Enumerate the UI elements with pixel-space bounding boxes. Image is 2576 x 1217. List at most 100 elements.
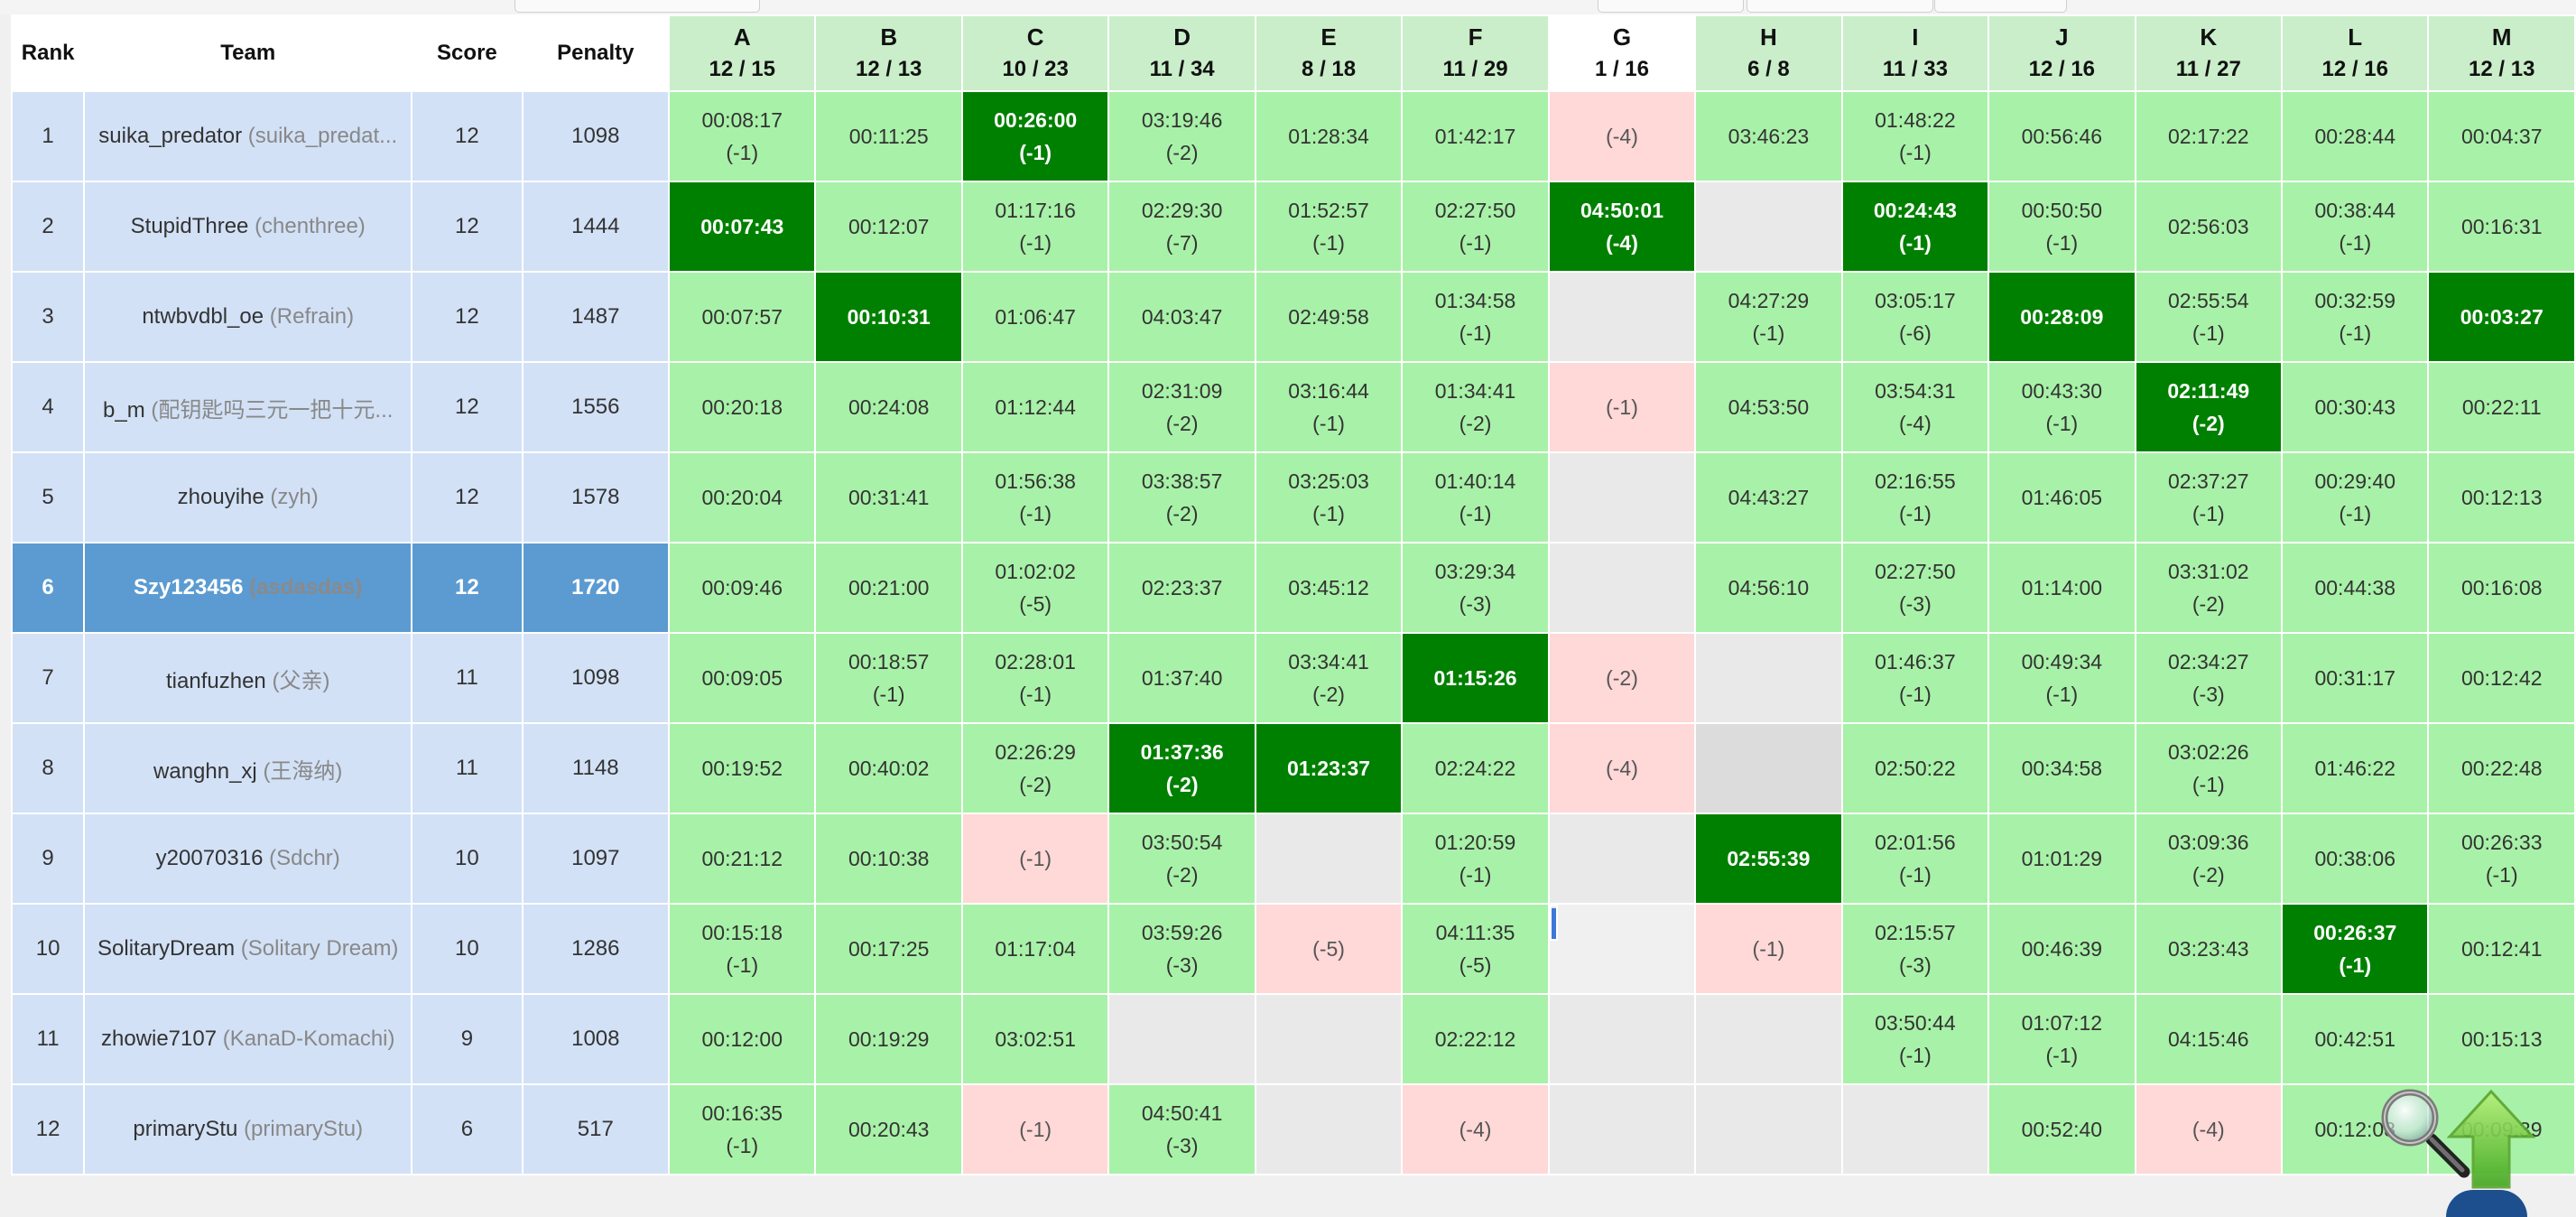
submission-cell-k[interactable]: 04:15:46: [2134, 993, 2284, 1085]
submission-cell-i[interactable]: 01:46:37 (-1): [1840, 632, 1990, 724]
submission-cell-f[interactable]: 01:20:59 (-1): [1401, 813, 1550, 905]
submission-cell-f[interactable]: 01:34:58 (-1): [1401, 271, 1550, 363]
problem-header-k[interactable]: K 11 / 27: [2134, 14, 2284, 92]
submission-cell-l[interactable]: 00:28:44: [2281, 90, 2430, 182]
table-row[interactable]: 11 zhowie7107 (KanaD-Komachi) 9 1008 00:12:0…: [10, 993, 2576, 1085]
problem-header-d[interactable]: D 11 / 34: [1107, 14, 1256, 92]
submission-cell-h[interactable]: [1694, 632, 1843, 724]
submission-cell-k[interactable]: 02:17:22: [2134, 90, 2284, 182]
submission-cell-j[interactable]: 01:46:05: [1988, 451, 2136, 543]
submission-cell-k[interactable]: 03:23:43: [2134, 903, 2284, 995]
submission-cell-k[interactable]: 02:56:03: [2134, 181, 2284, 273]
submission-cell-f[interactable]: 01:34:41 (-2): [1401, 361, 1550, 453]
team-cell[interactable]: tianfuzhen (父亲): [83, 632, 413, 724]
submission-cell-c[interactable]: 01:06:47: [960, 271, 1110, 363]
submission-cell-k[interactable]: 02:11:49 (-2): [2134, 361, 2284, 453]
table-row[interactable]: 10 SolitaryDream (Solitary Dream) 10 1286 00…: [10, 903, 2576, 995]
problem-header-a[interactable]: A 12 / 15: [668, 14, 817, 92]
submission-cell-i[interactable]: 02:50:22: [1840, 722, 1990, 814]
submission-cell-e[interactable]: 03:25:03 (-1): [1254, 451, 1404, 543]
submission-cell-a[interactable]: 00:20:18: [668, 361, 817, 453]
submission-cell-c[interactable]: (-1): [960, 813, 1110, 905]
submission-cell-m[interactable]: 00:04:37: [2427, 90, 2576, 182]
submission-cell-c[interactable]: 01:17:16 (-1): [960, 181, 1110, 273]
top-tab[interactable]: [1598, 0, 1744, 13]
submission-cell-d[interactable]: 04:50:41 (-3): [1107, 1083, 1256, 1175]
problem-header-g[interactable]: G 1 / 16: [1547, 14, 1697, 92]
submission-cell-d[interactable]: 03:19:46 (-2): [1107, 90, 1256, 182]
submission-cell-b[interactable]: 00:24:08: [814, 361, 963, 453]
submission-cell-d[interactable]: [1107, 993, 1256, 1085]
submission-cell-a[interactable]: 00:09:46: [668, 542, 817, 634]
table-row[interactable]: 9 y20070316 (Sdchr) 10 1097 00:21:12 00:10:38…: [10, 813, 2576, 905]
submission-cell-a[interactable]: 00:07:43: [668, 181, 817, 273]
submission-cell-f[interactable]: 01:42:17: [1401, 90, 1550, 182]
submission-cell-a[interactable]: 00:21:12: [668, 813, 817, 905]
submission-cell-l[interactable]: 00:30:43: [2281, 361, 2430, 453]
score-header[interactable]: Score: [411, 14, 524, 92]
submission-cell-g[interactable]: [1547, 1083, 1697, 1175]
submission-cell-b[interactable]: 00:21:00: [814, 542, 963, 634]
submission-cell-h[interactable]: 02:55:39: [1694, 813, 1843, 905]
submission-cell-m[interactable]: 00:12:42: [2427, 632, 2576, 724]
submission-cell-h[interactable]: [1694, 181, 1843, 273]
team-cell[interactable]: ntwbvdbl_oe (Refrain): [83, 271, 413, 363]
problem-header-m[interactable]: M 12 / 13: [2427, 14, 2576, 92]
submission-cell-f[interactable]: 04:11:35 (-5): [1401, 903, 1550, 995]
team-cell[interactable]: y20070316 (Sdchr): [83, 813, 413, 905]
submission-cell-h[interactable]: [1694, 722, 1843, 814]
submission-cell-f[interactable]: 03:29:34 (-3): [1401, 542, 1550, 634]
submission-cell-k[interactable]: (-4): [2134, 1083, 2284, 1175]
submission-cell-b[interactable]: 00:40:02: [814, 722, 963, 814]
submission-cell-c[interactable]: 02:28:01 (-1): [960, 632, 1110, 724]
submission-cell-c[interactable]: 01:02:02 (-5): [960, 542, 1110, 634]
submission-cell-b[interactable]: 00:31:41: [814, 451, 963, 543]
team-cell[interactable]: suika_predator (suika_predat...: [83, 90, 413, 182]
top-tab[interactable]: [1747, 0, 1933, 13]
submission-cell-h[interactable]: 03:46:23: [1694, 90, 1843, 182]
submission-cell-d[interactable]: 01:37:36 (-2): [1107, 722, 1256, 814]
top-tab[interactable]: [1934, 0, 2067, 13]
table-row[interactable]: 8 wanghn_xj (王海纳) 11 1148 00:19:52 00:40:02 02…: [10, 722, 2576, 814]
submission-cell-l[interactable]: 00:38:06: [2281, 813, 2430, 905]
submission-cell-k[interactable]: 03:31:02 (-2): [2134, 542, 2284, 634]
submission-cell-j[interactable]: 00:50:50 (-1): [1988, 181, 2136, 273]
submission-cell-l[interactable]: 00:29:40 (-1): [2281, 451, 2430, 543]
submission-cell-d[interactable]: 03:38:57 (-2): [1107, 451, 1256, 543]
problem-header-j[interactable]: J 12 / 16: [1988, 14, 2136, 92]
submission-cell-i[interactable]: 03:50:44 (-1): [1840, 993, 1990, 1085]
submission-cell-g[interactable]: (-2): [1547, 632, 1697, 724]
submission-cell-i[interactable]: 02:16:55 (-1): [1840, 451, 1990, 543]
submission-cell-b[interactable]: 00:10:38: [814, 813, 963, 905]
submission-cell-m[interactable]: 00:16:08: [2427, 542, 2576, 634]
submission-cell-h[interactable]: 04:53:50: [1694, 361, 1843, 453]
submission-cell-l[interactable]: 00:42:51: [2281, 993, 2430, 1085]
submission-cell-a[interactable]: 00:19:52: [668, 722, 817, 814]
submission-cell-j[interactable]: 00:56:46: [1988, 90, 2136, 182]
submission-cell-e[interactable]: 03:16:44 (-1): [1254, 361, 1404, 453]
submission-cell-c[interactable]: 02:26:29 (-2): [960, 722, 1110, 814]
submission-cell-l[interactable]: 00:32:59 (-1): [2281, 271, 2430, 363]
submission-cell-f[interactable]: 02:27:50 (-1): [1401, 181, 1550, 273]
submission-cell-g[interactable]: (-1): [1547, 361, 1697, 453]
submission-cell-l[interactable]: 00:26:37 (-1): [2281, 903, 2430, 995]
problem-header-i[interactable]: I 11 / 33: [1840, 14, 1990, 92]
submission-cell-h[interactable]: 04:27:29 (-1): [1694, 271, 1843, 363]
submission-cell-j[interactable]: 01:01:29: [1988, 813, 2136, 905]
submission-cell-c[interactable]: 01:12:44: [960, 361, 1110, 453]
submission-cell-m[interactable]: 00:26:33 (-1): [2427, 813, 2576, 905]
submission-cell-e[interactable]: 03:45:12: [1254, 542, 1404, 634]
submission-cell-h[interactable]: [1694, 993, 1843, 1085]
submission-cell-b[interactable]: 00:20:43: [814, 1083, 963, 1175]
submission-cell-e[interactable]: 03:34:41 (-2): [1254, 632, 1404, 724]
table-row[interactable]: 7 tianfuzhen (父亲) 11 1098 00:09:05 00:18:57 (-…: [10, 632, 2576, 724]
submission-cell-b[interactable]: 00:10:31: [814, 271, 963, 363]
submission-cell-k[interactable]: 02:34:27 (-3): [2134, 632, 2284, 724]
submission-cell-e[interactable]: 01:52:57 (-1): [1254, 181, 1404, 273]
submission-cell-j[interactable]: 01:07:12 (-1): [1988, 993, 2136, 1085]
rank-header[interactable]: Rank: [10, 14, 86, 92]
submission-cell-c[interactable]: 00:26:00 (-1): [960, 90, 1110, 182]
submission-cell-g[interactable]: [1547, 271, 1697, 363]
submission-cell-f[interactable]: 01:40:14 (-1): [1401, 451, 1550, 543]
team-cell[interactable]: wanghn_xj (王海纳): [83, 722, 413, 814]
